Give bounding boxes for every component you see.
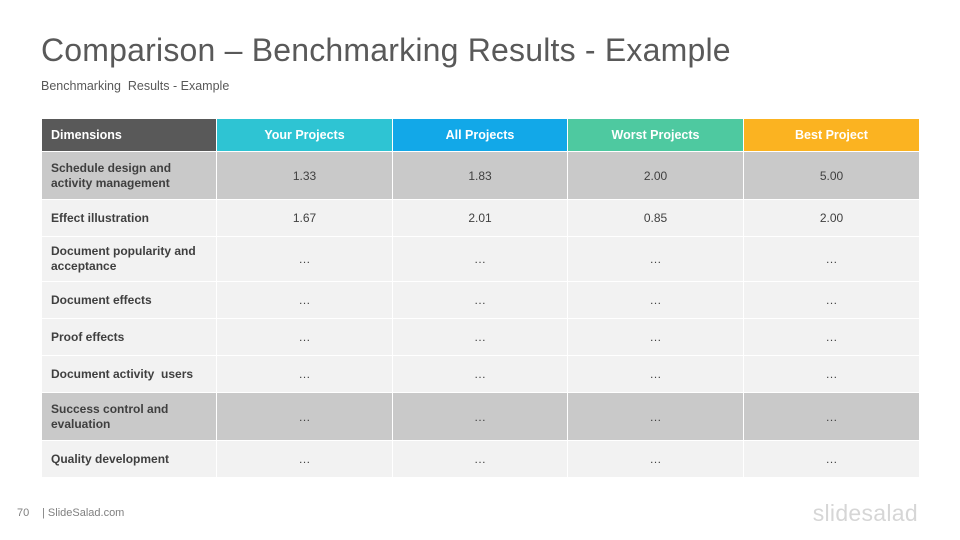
cell-your-projects: … <box>216 318 393 356</box>
cell-best-project: … <box>743 318 920 356</box>
table-row: Document effects … … … … <box>41 281 920 319</box>
cell-best-project: … <box>743 392 920 441</box>
cell-worst-projects: … <box>567 318 744 356</box>
row-label: Proof effects <box>41 318 217 356</box>
cell-best-project: … <box>743 236 920 282</box>
cell-all-projects: … <box>392 318 568 356</box>
cell-worst-projects: … <box>567 281 744 319</box>
table-row: Schedule design and activity management … <box>41 151 920 200</box>
cell-all-projects: 2.01 <box>392 199 568 237</box>
table-row: Document popularity and acceptance … … …… <box>41 236 920 282</box>
row-label: Schedule design and activity management <box>41 151 217 200</box>
header-all-projects: All Projects <box>392 118 568 152</box>
cell-all-projects: … <box>392 440 568 478</box>
slidesalad-logo: slidesalad <box>812 500 918 526</box>
cell-worst-projects: 0.85 <box>567 199 744 237</box>
cell-best-project: … <box>743 281 920 319</box>
table-row: Quality development … … … … <box>41 440 920 478</box>
table-header-row: Dimensions Your Projects All Projects Wo… <box>41 118 920 152</box>
table-row: Proof effects … … … … <box>41 318 920 356</box>
cell-your-projects: … <box>216 392 393 441</box>
cell-best-project: 5.00 <box>743 151 920 200</box>
cell-all-projects: … <box>392 281 568 319</box>
row-label: Effect illustration <box>41 199 217 237</box>
row-label: Success control and evaluation <box>41 392 217 441</box>
cell-all-projects: 1.83 <box>392 151 568 200</box>
table-row: Success control and evaluation … … … … <box>41 392 920 441</box>
benchmark-table: Dimensions Your Projects All Projects Wo… <box>41 118 920 478</box>
cell-worst-projects: 2.00 <box>567 151 744 200</box>
cell-your-projects: 1.33 <box>216 151 393 200</box>
cell-your-projects: … <box>216 236 393 282</box>
table-row: Document activity users … … … … <box>41 355 920 393</box>
cell-best-project: 2.00 <box>743 199 920 237</box>
header-dimensions: Dimensions <box>41 118 217 152</box>
page-number: 70 <box>17 507 30 519</box>
cell-best-project: … <box>743 355 920 393</box>
cell-all-projects: … <box>392 355 568 393</box>
row-label: Quality development <box>41 440 217 478</box>
header-best-project: Best Project <box>743 118 920 152</box>
page-title: Comparison – Benchmarking Results - Exam… <box>41 32 731 68</box>
cell-worst-projects: … <box>567 392 744 441</box>
cell-your-projects: … <box>216 440 393 478</box>
cell-all-projects: … <box>392 392 568 441</box>
cell-your-projects: 1.67 <box>216 199 393 237</box>
table-row: Effect illustration 1.67 2.01 0.85 2.00 <box>41 199 920 237</box>
row-label: Document effects <box>41 281 217 319</box>
cell-your-projects: … <box>216 355 393 393</box>
cell-worst-projects: … <box>567 440 744 478</box>
footer-site-link[interactable]: | SlideSalad.com <box>42 507 125 519</box>
page-subtitle: Benchmarking Results - Example <box>41 79 230 93</box>
row-label: Document activity users <box>41 355 217 393</box>
cell-all-projects: … <box>392 236 568 282</box>
cell-best-project: … <box>743 440 920 478</box>
row-label: Document popularity and acceptance <box>41 236 217 282</box>
cell-your-projects: … <box>216 281 393 319</box>
cell-worst-projects: … <box>567 355 744 393</box>
header-your-projects: Your Projects <box>216 118 393 152</box>
header-worst-projects: Worst Projects <box>567 118 744 152</box>
cell-worst-projects: … <box>567 236 744 282</box>
